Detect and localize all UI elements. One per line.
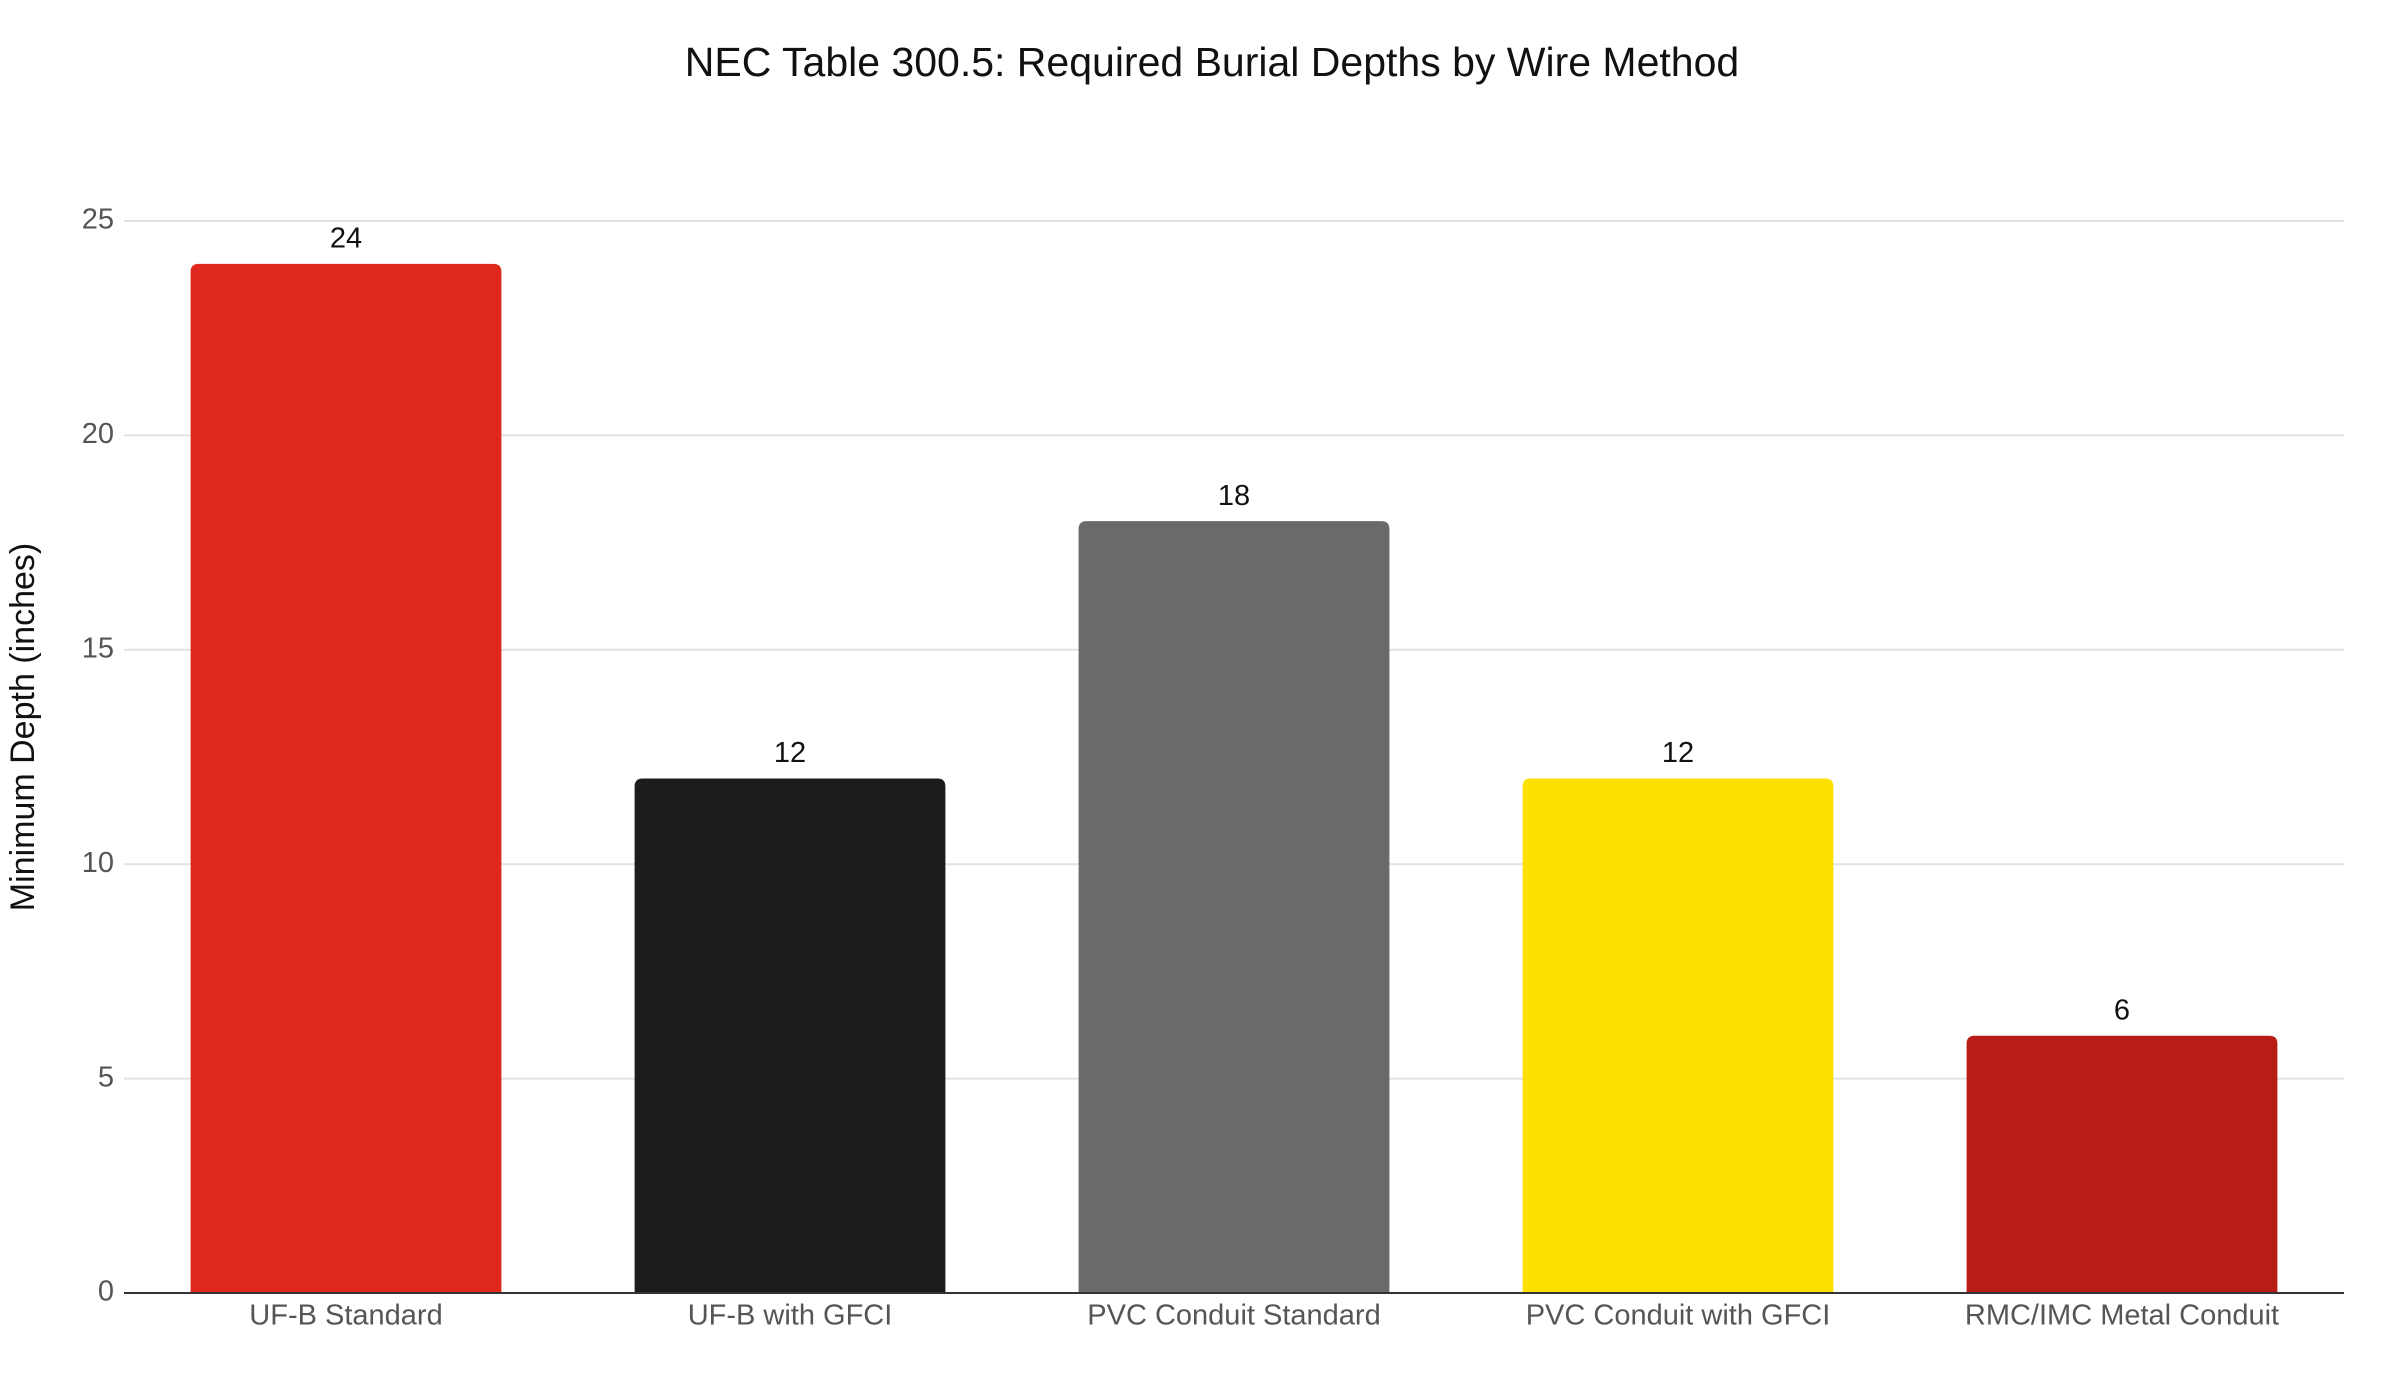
value-label: 18	[1218, 480, 1250, 512]
y-tick-label: 5	[98, 1061, 114, 1093]
y-tick-label: 15	[82, 632, 114, 664]
y-tick-label: 25	[82, 204, 114, 236]
bar	[1966, 1035, 2278, 1293]
value-label: 12	[774, 737, 806, 769]
chart-title: NEC Table 300.5: Required Burial Depths …	[685, 39, 1739, 85]
x-tick-label: PVC Conduit with GFCI	[1526, 1300, 1831, 1332]
x-tick-label: PVC Conduit Standard	[1087, 1300, 1380, 1332]
value-label: 24	[330, 223, 362, 255]
value-label: 6	[2114, 994, 2130, 1026]
bar	[634, 778, 946, 1293]
y-tick-label: 10	[82, 847, 114, 879]
bar	[190, 263, 502, 1293]
x-tick-label: UF-B Standard	[249, 1300, 442, 1332]
x-tick-label: UF-B with GFCI	[688, 1300, 893, 1332]
x-tick-label: RMC/IMC Metal Conduit	[1965, 1300, 2279, 1332]
y-axis-title: Minimum Depth (inches)	[4, 543, 42, 911]
bar	[1522, 778, 1834, 1293]
value-label: 12	[1662, 737, 1694, 769]
bar	[1078, 521, 1390, 1293]
y-tick-label: 0	[98, 1276, 114, 1308]
y-tick-label: 20	[82, 418, 114, 450]
